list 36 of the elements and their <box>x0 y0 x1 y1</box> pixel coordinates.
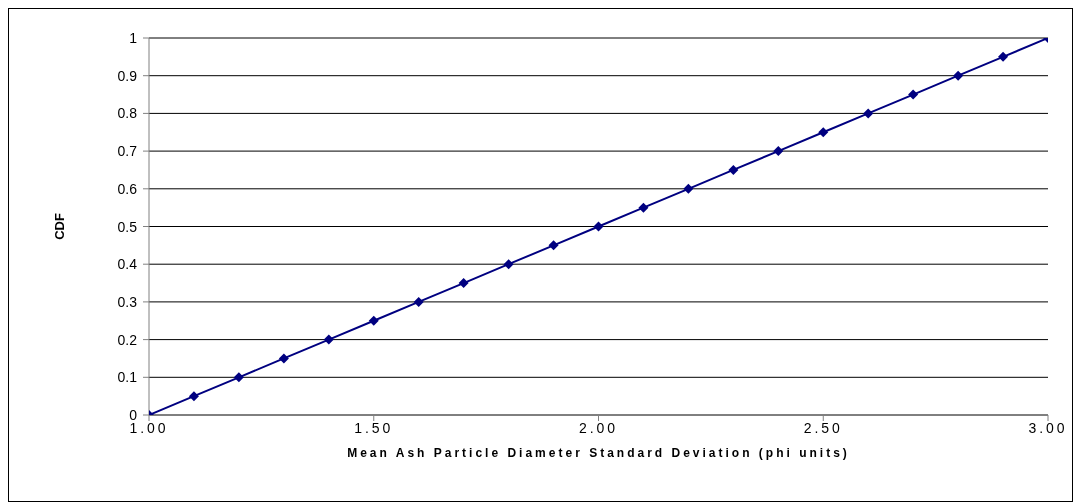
y-tick-label: 0.5 <box>117 218 138 235</box>
y-axis-title: CDF <box>51 213 67 240</box>
y-tick-label: 0.7 <box>117 143 138 160</box>
y-tick-label: 0.6 <box>117 180 138 197</box>
point <box>863 108 874 119</box>
point <box>593 221 604 232</box>
point <box>908 89 919 100</box>
point <box>548 240 559 251</box>
x-tick-label: 2.50 <box>803 419 843 436</box>
point <box>188 391 199 402</box>
y-tick-label: 1 <box>129 30 138 46</box>
y-tick-label: 0.4 <box>117 256 138 273</box>
y-tick-label: 0.2 <box>117 331 138 348</box>
point <box>728 164 739 175</box>
point <box>998 51 1009 62</box>
point <box>503 259 514 270</box>
point <box>818 127 829 138</box>
point <box>638 202 649 213</box>
y-tick-label: 0.3 <box>117 293 138 310</box>
y-tick-label: 0.9 <box>117 67 138 84</box>
y-tick-label: 0.1 <box>117 369 138 386</box>
point <box>368 315 379 326</box>
point <box>683 183 694 194</box>
point <box>953 70 964 81</box>
point <box>323 334 334 345</box>
point <box>458 278 469 289</box>
x-tick-label: 1.50 <box>354 419 394 436</box>
point <box>773 146 784 157</box>
x-tick-label: 2.00 <box>578 419 619 436</box>
point <box>413 296 424 307</box>
point <box>278 353 289 364</box>
y-tick-label: 0.8 <box>117 105 138 122</box>
line-series <box>149 38 1048 415</box>
x-axis-title: Mean Ash Particle Diameter Standard Deviation (phi units) <box>347 446 850 460</box>
x-tick-label: 3.00 <box>1028 419 1068 436</box>
point <box>233 372 244 383</box>
